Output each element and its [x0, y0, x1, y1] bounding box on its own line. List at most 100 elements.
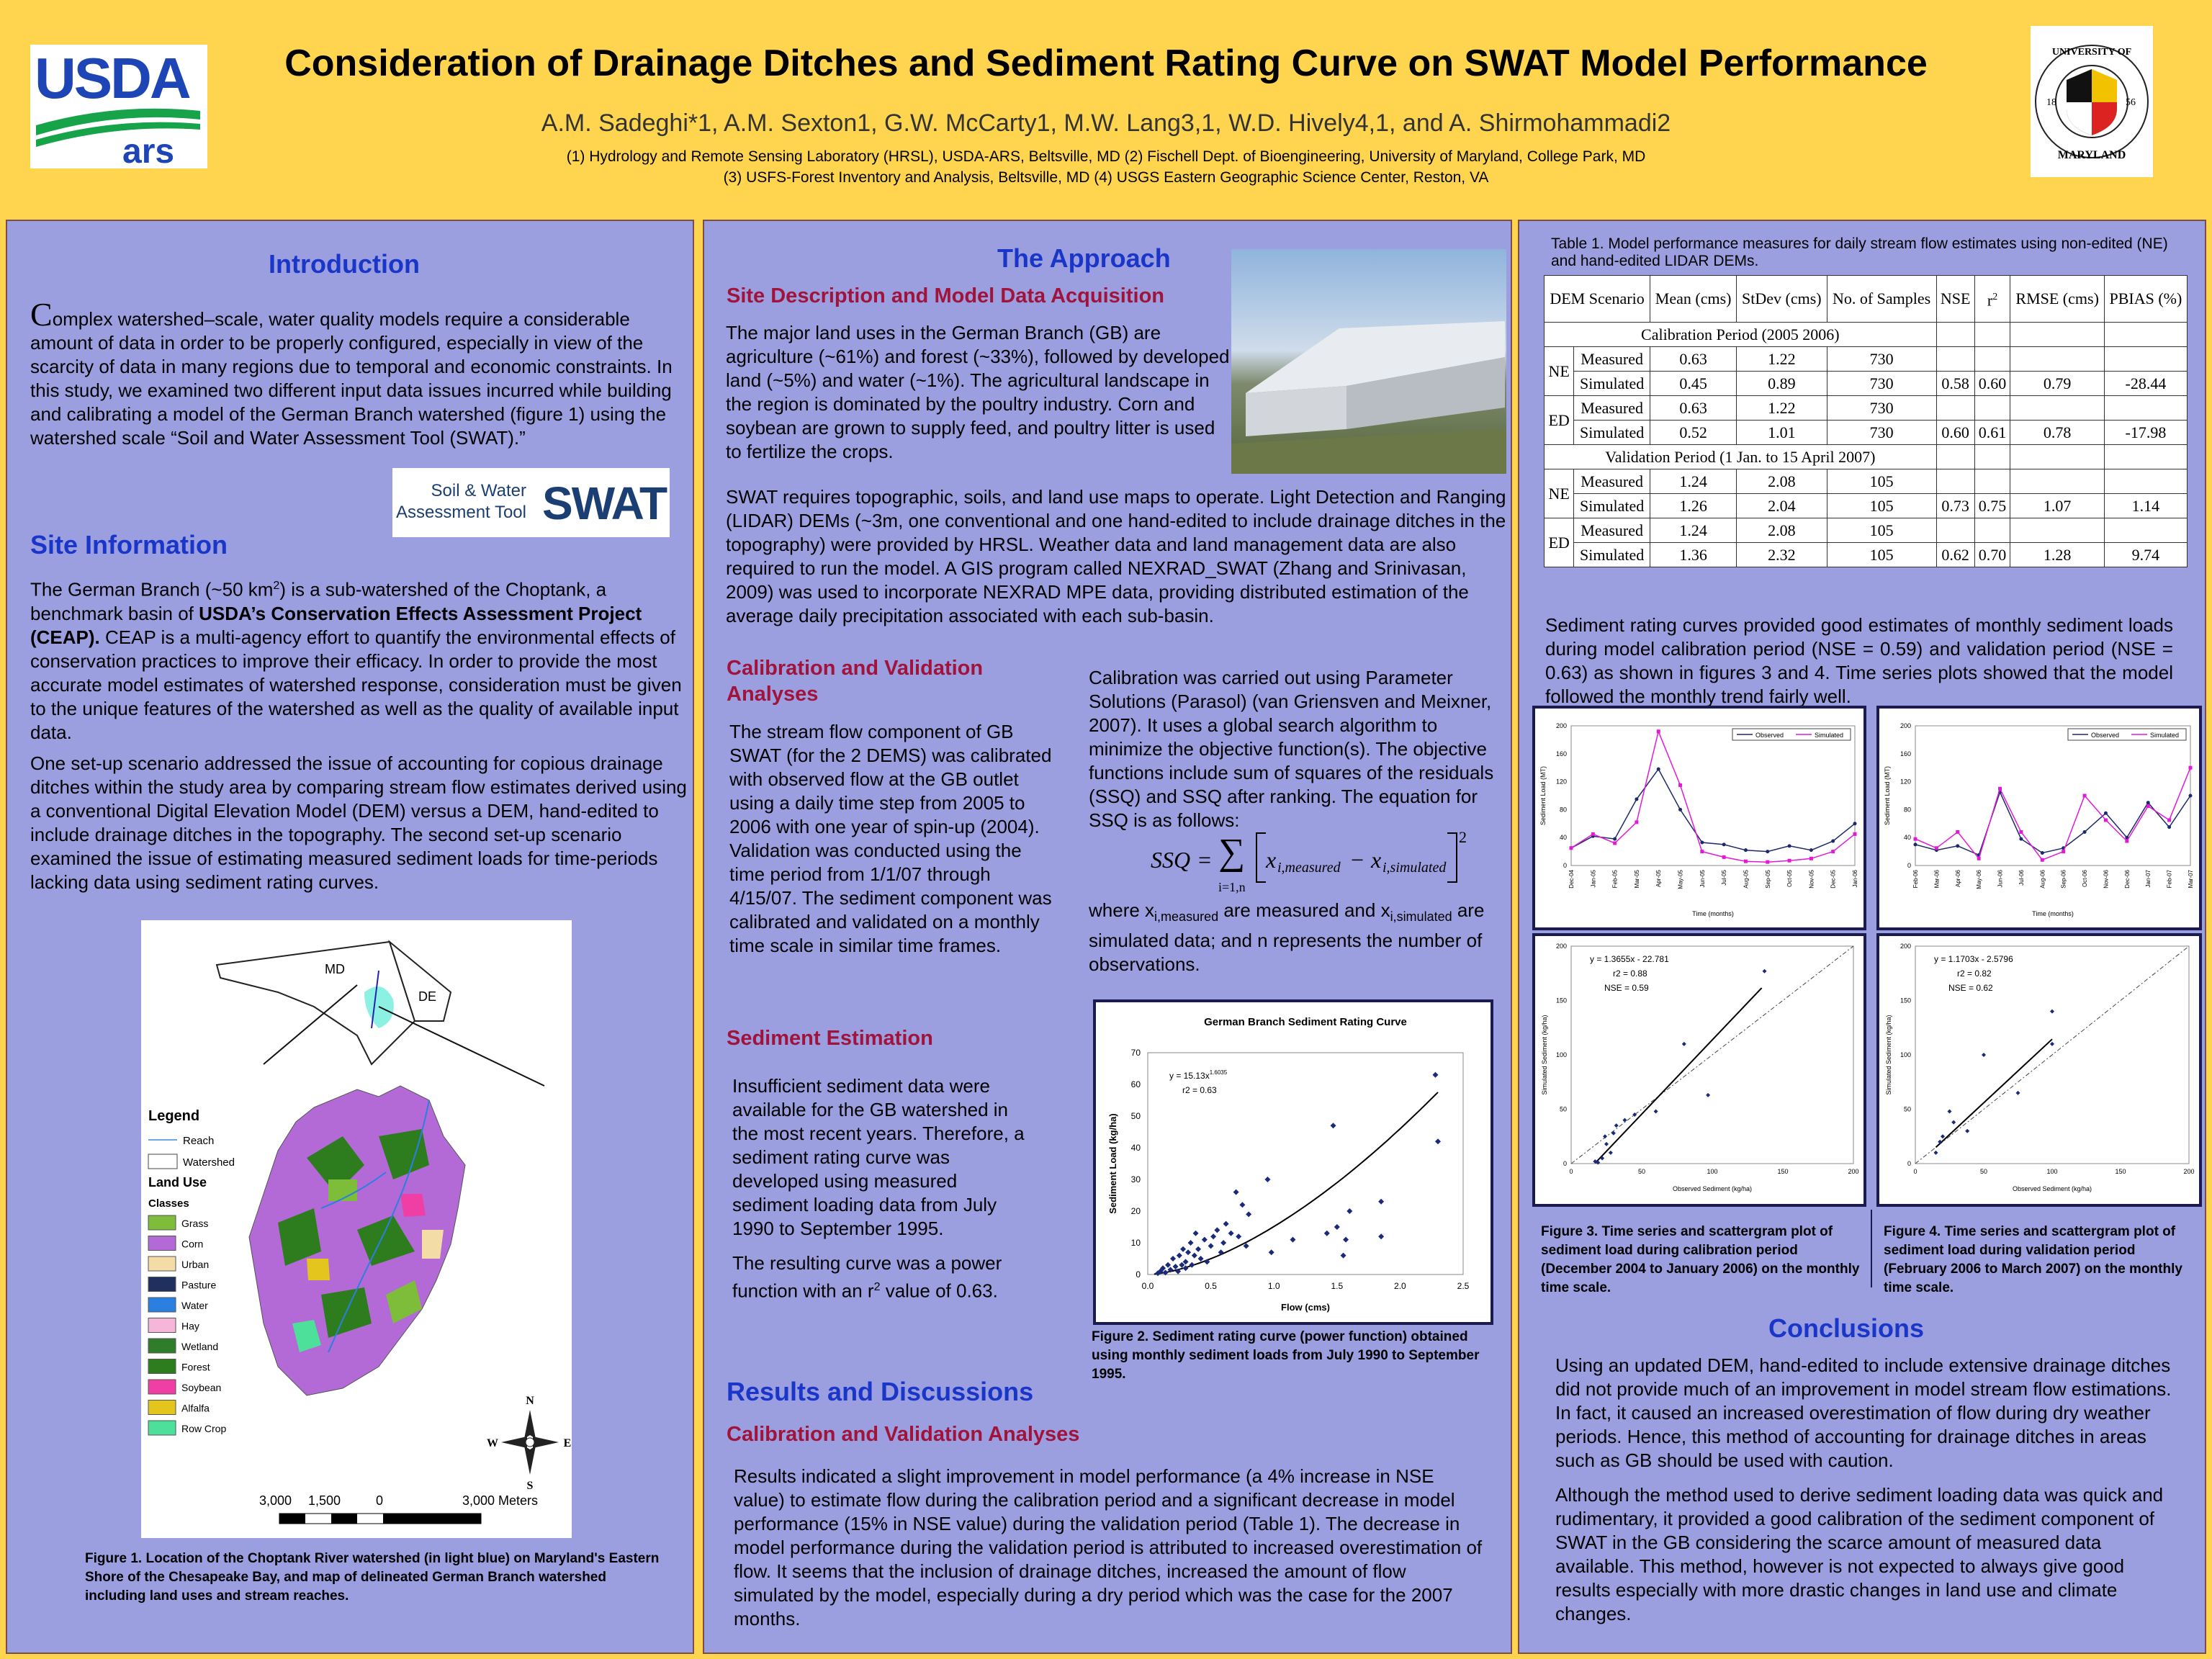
table-cell-mean: 1.24	[1650, 469, 1737, 494]
eq-bracket-right	[1447, 832, 1457, 883]
data-point	[1192, 1230, 1199, 1236]
y-tick-label: 40	[1131, 1143, 1141, 1153]
data-point	[1604, 1141, 1609, 1146]
y-tick-label: 70	[1131, 1048, 1141, 1058]
data-point	[1593, 1159, 1598, 1164]
plot-area	[1570, 725, 1856, 866]
legend-swatch-soybean	[148, 1379, 176, 1395]
x-tick-label: Dec-06	[2124, 869, 2131, 888]
series-point-simulated	[1913, 837, 1917, 841]
table-cell-nse: 0.73	[1936, 493, 1975, 518]
series-point-observed	[1831, 839, 1835, 843]
legend-swatch-corn	[148, 1236, 176, 1251]
approach-paragraph-7: The resulting curve was a power function…	[732, 1251, 1035, 1303]
data-point	[1965, 1128, 1970, 1133]
series-point-observed	[2103, 811, 2108, 815]
table-cell-type: Simulated	[1573, 493, 1651, 518]
scale-0: 0	[376, 1493, 383, 1508]
fit-exponent: 1.6035	[1210, 1069, 1228, 1076]
figure-2-caption: Figure 2. Sediment rating curve (power f…	[1092, 1329, 1480, 1382]
table-header-row: DEM Scenario Mean (cms) StDev (cms) No. …	[1543, 275, 2188, 323]
y-tick-label: 50	[1560, 1106, 1567, 1113]
series-point-observed	[1678, 807, 1683, 811]
y-axis-label: Sediment Load (MT)	[1539, 766, 1547, 825]
x-tick-label: May-05	[1678, 869, 1684, 889]
data-point	[1603, 1134, 1608, 1139]
map-label-md: MD	[325, 962, 345, 976]
data-point	[1246, 1211, 1252, 1218]
series-point-simulated	[2019, 830, 2023, 834]
introduction-text: Complex watershed–scale, water quality m…	[30, 298, 685, 450]
table-cell-nse	[1936, 518, 1975, 543]
x-axis-label: Observed Sediment (kg/ha)	[1673, 1185, 1752, 1192]
data-point	[1951, 1120, 1956, 1125]
poultry-house-photo	[1231, 249, 1506, 474]
x-tick-label: Jul-05	[1721, 869, 1727, 885]
data-point	[1343, 1236, 1349, 1243]
y-tick-label: 160	[1556, 750, 1567, 757]
data-point	[1179, 1262, 1185, 1268]
data-point	[1346, 1208, 1353, 1214]
series-point-simulated	[1722, 855, 1726, 859]
approach-paragraph-4: Calibration was carried out using Parame…	[1089, 667, 1494, 831]
data-point	[1596, 1160, 1601, 1165]
series-point-observed	[1956, 844, 1960, 848]
data-point	[1170, 1256, 1177, 1262]
series-point-simulated	[1743, 859, 1748, 863]
figure-3-caption: Figure 3. Time series and scattergram pl…	[1541, 1224, 1860, 1295]
table-row: NE Measured 0.63 1.22 730	[1543, 346, 2188, 396]
th-dem-scenario: DEM Scenario	[1543, 275, 1651, 323]
sediment-paragraph: Sediment rating curves provided good est…	[1545, 614, 2173, 707]
x-tick-label: Jul-06	[2018, 869, 2025, 885]
table-1: DEM Scenario Mean (cms) StDev (cms) No. …	[1543, 275, 2188, 567]
table-cell-pbias: -17.98	[2103, 420, 2188, 445]
th-samples: No. of Samples	[1826, 275, 1937, 323]
table-cell-pbias	[2103, 395, 2188, 421]
series-point-simulated	[1569, 846, 1573, 850]
table-cell-stdev: 0.89	[1736, 371, 1827, 396]
table-cell-nse: 0.58	[1936, 371, 1975, 396]
legend-label-grass: Grass	[181, 1218, 208, 1229]
table-cell-type: Measured	[1573, 518, 1651, 543]
legend-box	[2067, 728, 2187, 741]
table-cell-group: ED	[1543, 395, 1575, 445]
series-point-observed	[1913, 842, 1917, 847]
sediment-estimation-heading: Sediment Estimation	[727, 1027, 933, 1050]
data-point	[1210, 1233, 1217, 1240]
figure-1-caption: Figure 1. Location of the Choptank River…	[85, 1551, 660, 1604]
table-body-validation: NE Measured 1.24 2.08 105 Simulated 1.26 2.04 10…	[1543, 469, 2188, 567]
data-point	[1214, 1227, 1220, 1233]
table-cell-r2: 0.75	[1974, 493, 2011, 518]
y-tick-label: 0	[1563, 1160, 1567, 1167]
regression-equation: y = 1.3655x - 22.781	[1590, 954, 1669, 964]
x-tick-label: Sep-06	[2061, 869, 2067, 888]
p7-b: value of 0.63.	[880, 1280, 998, 1302]
series-point-simulated	[1809, 856, 1813, 860]
p5-sub-1: i,measured	[1154, 909, 1219, 925]
landuse-legend-items: Grass Corn Urban Pasture Water Hay Wetland Fore…	[148, 1215, 226, 1436]
results-paragraph: Results indicated a slight improvement i…	[734, 1465, 1483, 1629]
legend-label-alfalfa: Alfalfa	[181, 1403, 210, 1414]
x-tick-label: Apr-05	[1655, 869, 1662, 887]
legend-reach: Reach	[183, 1135, 214, 1147]
data-point	[1323, 1230, 1330, 1236]
introduction-heading: Introduction	[269, 249, 420, 279]
data-point	[1160, 1265, 1166, 1272]
table-cell-mean: 0.63	[1650, 395, 1737, 421]
north-arrow: N S W E	[487, 1395, 571, 1492]
figure-2-chart: German Branch Sediment Rating Curve 0 10 20…	[1093, 999, 1493, 1325]
data-point	[1432, 1071, 1439, 1078]
regression-r2: r2 = 0.88	[1613, 968, 1647, 979]
table-cell-mean: 1.26	[1650, 493, 1737, 518]
umd-seal-bottom: MARYLAND	[2058, 149, 2126, 161]
series-point-simulated	[1635, 820, 1639, 824]
x-axis-label: Observed Sediment (kg/ha)	[2013, 1185, 2092, 1192]
site-info-ceap: USDA’s Conservation Effects Assessment P…	[30, 602, 642, 648]
y-tick-label: 0	[1907, 1160, 1911, 1167]
data-point	[2050, 1041, 2054, 1046]
table-cell-rmse: 0.79	[2010, 371, 2105, 396]
x-tick-label: 100	[1707, 1168, 1717, 1175]
data-point	[1264, 1177, 1271, 1182]
series-point-observed	[2082, 830, 2087, 834]
eq-term1: x	[1266, 847, 1277, 873]
